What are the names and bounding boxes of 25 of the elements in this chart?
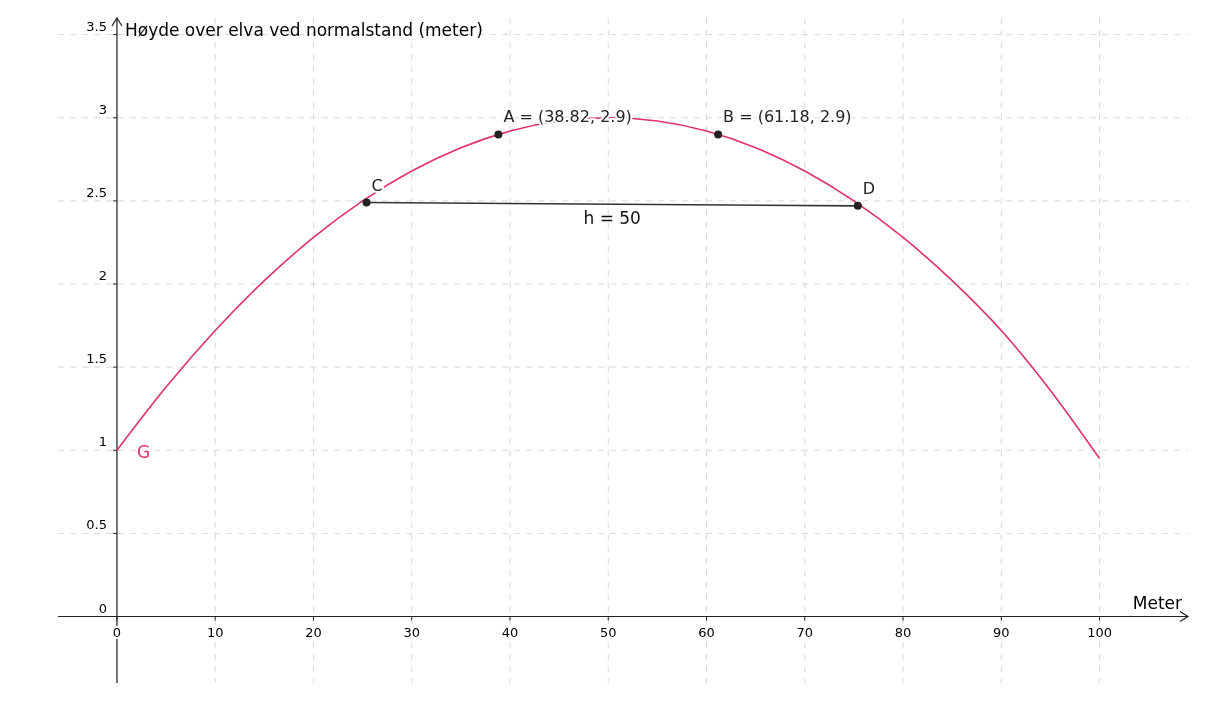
x-tick-label: 10 xyxy=(206,624,224,640)
y-tick-label: 0.5 xyxy=(86,517,107,533)
data-label: B = (61.18, 2.9) xyxy=(723,107,852,127)
y-axis-title: Høyde over elva ved normalstand (meter) xyxy=(124,20,483,40)
y-tick-label: 3 xyxy=(98,101,107,117)
x-tick-label: 40 xyxy=(501,624,519,640)
x-tick-label: 70 xyxy=(796,624,814,640)
x-tick-label: 50 xyxy=(599,624,617,640)
x-tick-label: 90 xyxy=(993,624,1010,640)
data-label: D xyxy=(862,178,876,198)
series-label: h = 50 xyxy=(583,208,641,229)
x-axis-title: Meter xyxy=(1132,592,1182,613)
x-tick-label: 80 xyxy=(894,624,912,640)
y-tick-label: 3.5 xyxy=(86,18,107,34)
y-tick-label: 0 xyxy=(98,600,107,616)
y-tick-label: 1 xyxy=(98,434,107,450)
x-tick-label: 60 xyxy=(698,624,715,640)
x-tick-label: 100 xyxy=(1087,624,1112,640)
series-label: G xyxy=(136,442,151,463)
y-tick-label: 2 xyxy=(98,268,107,283)
data-label: C xyxy=(371,175,383,195)
x-tick-label: 30 xyxy=(403,624,421,640)
y-tick-label: 1.5 xyxy=(86,351,107,367)
x-tick-label: 20 xyxy=(305,624,322,640)
y-tick-label: 2.5 xyxy=(86,184,107,200)
